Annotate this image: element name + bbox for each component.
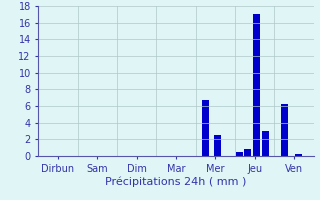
Bar xyxy=(236,152,243,156)
Bar xyxy=(262,131,269,156)
X-axis label: Précipitations 24h ( mm ): Précipitations 24h ( mm ) xyxy=(105,176,247,187)
Bar xyxy=(295,154,302,156)
Bar xyxy=(253,14,260,156)
Bar xyxy=(244,149,251,156)
Bar xyxy=(281,104,288,156)
Bar xyxy=(202,100,209,156)
Bar xyxy=(214,135,221,156)
